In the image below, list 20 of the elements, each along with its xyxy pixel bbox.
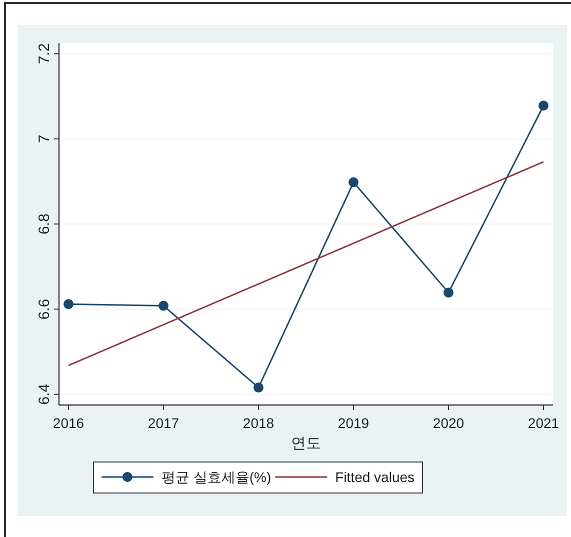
- x-tick-label: 2020: [432, 415, 464, 431]
- x-axis-title: 연도: [291, 435, 321, 452]
- point: [538, 100, 548, 111]
- y-tick-label: 6.4: [36, 384, 53, 405]
- y-tick-label: 6.8: [36, 214, 53, 234]
- point: [254, 382, 264, 393]
- x-tick-label: 2018: [242, 415, 274, 431]
- point: [64, 299, 74, 310]
- y-tick-label: 7: [36, 134, 53, 143]
- legend-label: Fitted values: [335, 469, 415, 485]
- y-tick-label: 6.6: [36, 298, 53, 320]
- x-tick-label: 2021: [528, 415, 560, 431]
- y-tick-label: 7.2: [36, 43, 53, 64]
- point: [348, 177, 358, 188]
- legend-label: 평균 실효세율(%): [161, 469, 272, 485]
- x-tick-label: 2016: [52, 415, 84, 431]
- point: [444, 288, 454, 298]
- point: [158, 300, 168, 311]
- x-tick-label: 2019: [338, 415, 370, 431]
- x-tick-label: 2017: [148, 415, 180, 431]
